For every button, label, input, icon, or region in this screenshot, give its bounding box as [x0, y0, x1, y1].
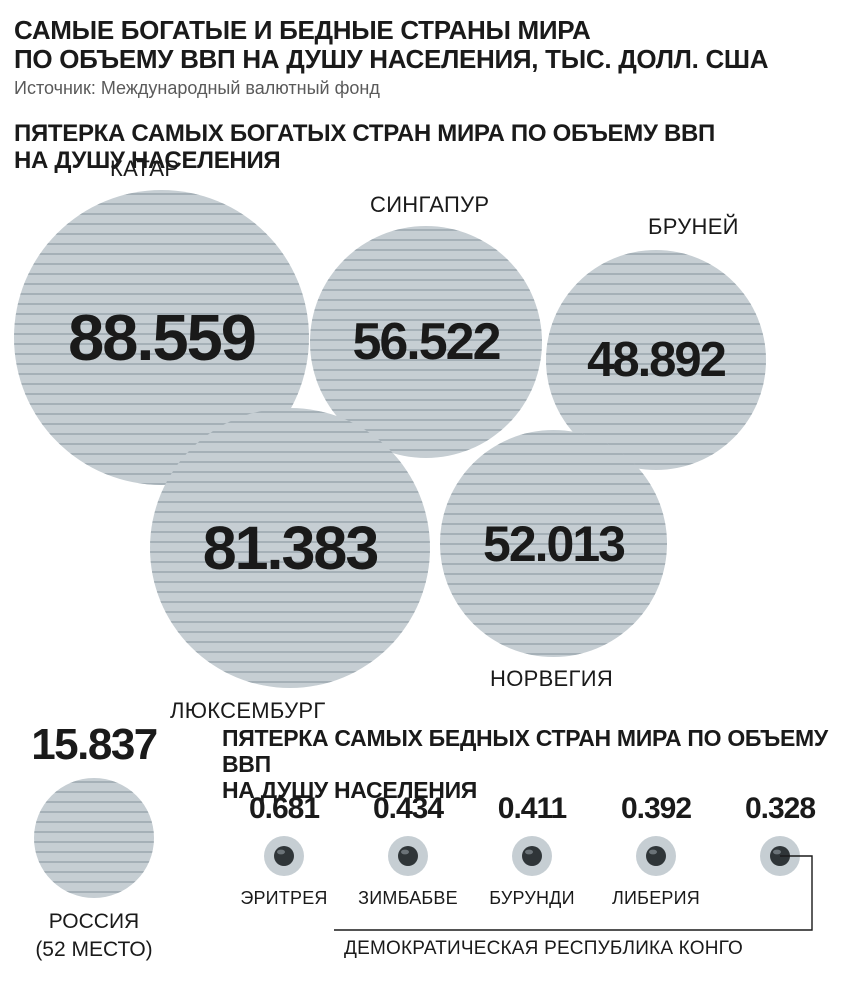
poor-value: 0.328: [745, 792, 815, 826]
bottom-section: 15.837 РОССИЯ (52 МЕСТО) ПЯТЕРКА САМЫХ Б…: [14, 720, 836, 990]
poor-item: 0.392 ЛИБЕРИЯ: [594, 792, 718, 909]
bubble-value: 81.383: [203, 513, 378, 583]
poor-item: 0.328: [718, 792, 842, 909]
poor-circle: [760, 836, 800, 876]
russia-name: РОССИЯ: [49, 910, 139, 933]
bubble-люксембург: 81.383: [150, 408, 430, 688]
poor-value: 0.681: [249, 792, 319, 826]
bubble-label: СИНГАПУР: [370, 192, 489, 218]
poor-countries-row: 0.681 ЭРИТРЕЯ0.434 ЗИМБАБВЕ0.411 БУРУНДИ…: [222, 792, 842, 909]
poor-name: БУРУНДИ: [489, 888, 574, 909]
russia-label: РОССИЯ (52 МЕСТО): [14, 908, 174, 965]
bubble-value: 52.013: [483, 515, 624, 573]
poor-name: ЭРИТРЕЯ: [240, 888, 327, 909]
poor-circle: [636, 836, 676, 876]
poor-value: 0.411: [498, 792, 566, 826]
poor-heading-line-1: ПЯТЕРКА САМЫХ БЕДНЫХ СТРАН МИРА ПО ОБЪЕМ…: [222, 725, 828, 777]
bubble-норвегия: 52.013: [440, 430, 667, 657]
bubble-value: 56.522: [352, 312, 499, 372]
bubble-value: 88.559: [68, 300, 255, 375]
bubble-label: НОРВЕГИЯ: [490, 666, 613, 692]
russia-block: 15.837 РОССИЯ (52 МЕСТО): [14, 720, 174, 965]
main-title: САМЫЕ БОГАТЫЕ И БЕДНЫЕ СТРАНЫ МИРА ПО ОБ…: [14, 16, 836, 74]
poor-name: ЛИБЕРИЯ: [612, 888, 700, 909]
source-line: Источник: Международный валютный фонд: [14, 78, 836, 99]
drc-label: ДЕМОКРАТИЧЕСКАЯ РЕСПУБЛИКА КОНГО: [344, 938, 743, 960]
rich-bubble-chart: 88.559КАТАР 56.522СИНГАПУР 48.892БРУНЕЙ …: [0, 150, 850, 710]
bubble-label: КАТАР: [110, 156, 179, 182]
poor-item: 0.434 ЗИМБАБВЕ: [346, 792, 470, 909]
poor-item: 0.411 БУРУНДИ: [470, 792, 594, 909]
bubble-label: БРУНЕЙ: [648, 214, 739, 240]
bubble-value: 48.892: [587, 332, 725, 388]
poor-circle: [512, 836, 552, 876]
title-line-2: ПО ОБЪЕМУ ВВП НА ДУШУ НАСЕЛЕНИЯ, ТЫС. ДО…: [14, 44, 768, 74]
russia-value: 15.837: [14, 720, 174, 770]
russia-circle: [34, 778, 154, 898]
poor-value: 0.392: [621, 792, 691, 826]
poor-name: ЗИМБАБВЕ: [358, 888, 458, 909]
rich-heading-line-1: ПЯТЕРКА САМЫХ БОГАТЫХ СТРАН МИРА ПО ОБЪЕ…: [14, 120, 715, 147]
russia-rank: (52 МЕСТО): [35, 938, 152, 961]
poor-circle: [264, 836, 304, 876]
poor-value: 0.434: [373, 792, 443, 826]
title-line-1: САМЫЕ БОГАТЫЕ И БЕДНЫЕ СТРАНЫ МИРА: [14, 15, 591, 45]
poor-item: 0.681 ЭРИТРЕЯ: [222, 792, 346, 909]
header-block: САМЫЕ БОГАТЫЕ И БЕДНЫЕ СТРАНЫ МИРА ПО ОБ…: [0, 0, 850, 103]
poor-circle: [388, 836, 428, 876]
